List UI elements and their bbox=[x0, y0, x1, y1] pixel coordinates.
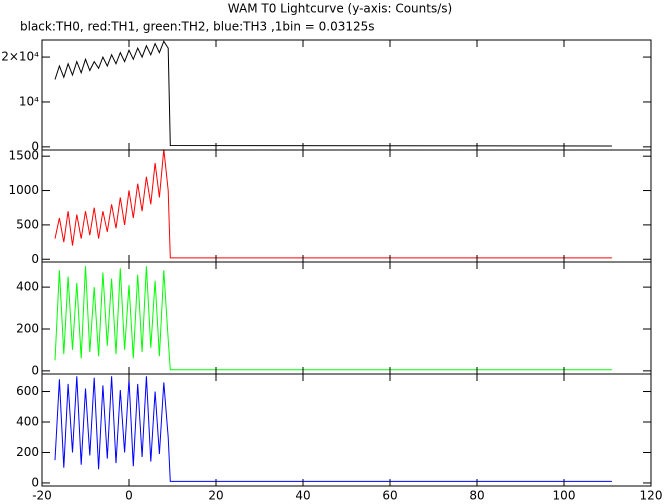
y-tick-label: 400 bbox=[16, 280, 39, 294]
chart-subtitle: black:TH0, red:TH1, green:TH2, blue:TH3 … bbox=[20, 20, 375, 34]
panel-frame bbox=[41, 39, 652, 151]
x-tick-label: 120 bbox=[640, 489, 663, 503]
x-tick-label: 80 bbox=[469, 489, 484, 503]
light-curve bbox=[54, 149, 612, 259]
y-tick-label: 0 bbox=[31, 475, 39, 489]
y-tick-label: 2×10⁴ bbox=[1, 50, 39, 64]
y-tick-label: 400 bbox=[16, 415, 39, 429]
y-tick-label: 1000 bbox=[8, 183, 39, 197]
x-tick-label: -20 bbox=[32, 489, 52, 503]
y-tick-label: 200 bbox=[16, 445, 39, 459]
y-tick-label: 1500 bbox=[8, 149, 39, 163]
x-tick-label: 100 bbox=[553, 489, 576, 503]
y-tick-label: 500 bbox=[16, 217, 39, 231]
light-curve bbox=[54, 266, 612, 371]
y-tick-label: 0 bbox=[31, 139, 39, 153]
y-tick-label: 0 bbox=[31, 252, 39, 266]
x-tick-label: 60 bbox=[382, 489, 397, 503]
y-tick-label: 200 bbox=[16, 321, 39, 335]
x-tick-label: 0 bbox=[125, 489, 133, 503]
y-tick-label: 10⁴ bbox=[19, 94, 39, 108]
light-curve bbox=[54, 40, 612, 147]
y-tick-label: 600 bbox=[16, 384, 39, 398]
y-tick-label: 0 bbox=[31, 363, 39, 377]
panel-frame bbox=[41, 149, 652, 263]
x-tick-label: 40 bbox=[295, 489, 310, 503]
light-curve bbox=[54, 376, 612, 482]
panel-frame bbox=[41, 373, 652, 487]
chart-title: WAM T0 Lightcurve (y-axis: Counts/s) bbox=[228, 2, 452, 16]
x-tick-label: 20 bbox=[208, 489, 223, 503]
